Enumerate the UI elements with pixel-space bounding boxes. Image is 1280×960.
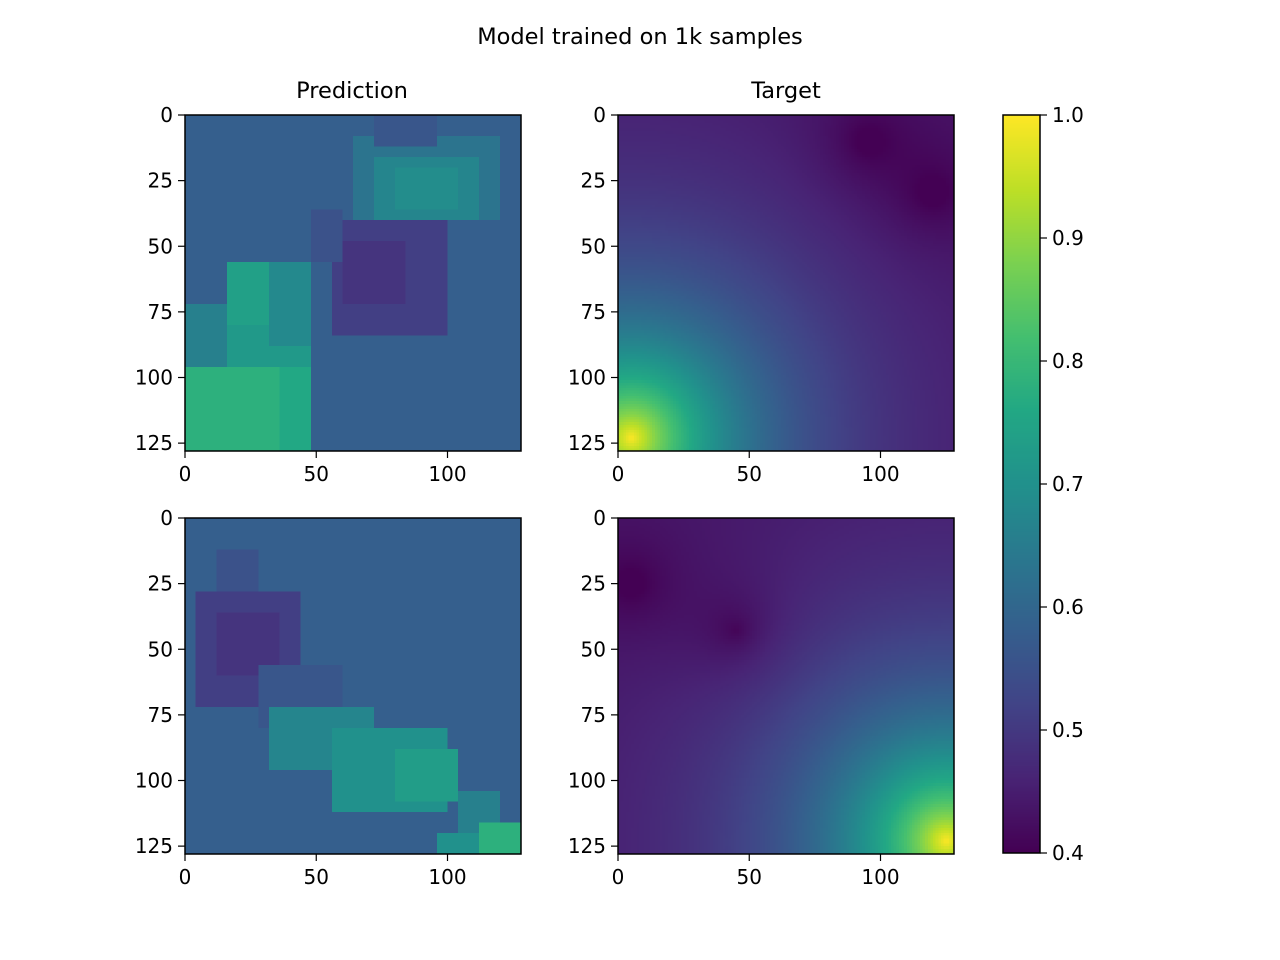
y-tick-label: 50 (581, 637, 606, 661)
y-tick-label: 25 (148, 169, 173, 193)
x-tick-label: 0 (179, 462, 192, 486)
y-tick-label: 0 (593, 103, 606, 127)
y-tick-label: 25 (581, 572, 606, 596)
x-tick-label: 0 (612, 865, 625, 889)
column-title-target: Target (750, 78, 821, 104)
x-tick-label: 50 (737, 462, 762, 486)
y-tick-label: 50 (148, 234, 173, 258)
x-tick-label: 50 (304, 865, 329, 889)
y-tick-label: 100 (568, 366, 606, 390)
axes-frame (617, 114, 955, 452)
y-tick-label: 100 (135, 366, 173, 390)
heatmap-panel-row-1-target: 0 50 100 0 25 50 75 100 125 (568, 103, 955, 486)
heatmap-image (618, 115, 954, 451)
heatmap-panel-row-2-target: 0 50 100 0 25 50 75 100 125 (568, 506, 955, 889)
y-tick-label: 50 (581, 234, 606, 258)
y-tick-label: 125 (135, 431, 173, 455)
y-tick-label: 100 (135, 769, 173, 793)
colorbar: 0.4 0.5 0.6 0.7 0.8 0.9 1.0 (1002, 103, 1084, 865)
y-tick-label: 50 (148, 637, 173, 661)
y-tick-label: 0 (593, 506, 606, 530)
x-tick-label: 100 (861, 462, 899, 486)
y-tick-label: 0 (160, 506, 173, 530)
x-tick-label: 0 (612, 462, 625, 486)
colorbar-tick-label: 0.5 (1052, 718, 1084, 742)
x-tick-label: 100 (428, 865, 466, 889)
colorbar-tick-label: 0.9 (1052, 226, 1084, 250)
y-tick-label: 75 (148, 300, 173, 324)
colorbar-gradient (1003, 115, 1040, 853)
x-tick-label: 50 (304, 462, 329, 486)
x-tick-label: 0 (179, 865, 192, 889)
colorbar-tick-label: 0.4 (1052, 841, 1084, 865)
y-tick-label: 125 (568, 834, 606, 858)
y-tick-label: 125 (568, 431, 606, 455)
axes-frame (617, 517, 955, 855)
y-tick-label: 25 (581, 169, 606, 193)
y-tick-label: 0 (160, 103, 173, 127)
x-tick-label: 100 (428, 462, 466, 486)
colorbar-tick-label: 0.6 (1052, 595, 1084, 619)
colorbar-tick-label: 0.7 (1052, 472, 1084, 496)
heatmap-panel-row-2-prediction: 0 50 100 0 25 50 75 100 125 (135, 506, 522, 889)
y-tick-label: 100 (568, 769, 606, 793)
axes-frame (184, 114, 522, 452)
axes-frame (184, 517, 522, 855)
figure-suptitle: Model trained on 1k samples (477, 24, 803, 50)
column-title-prediction: Prediction (296, 78, 408, 104)
heatmap-image (185, 518, 521, 854)
colorbar-tick-label: 1.0 (1052, 103, 1084, 127)
x-tick-label: 100 (861, 865, 899, 889)
colorbar-tick-label: 0.8 (1052, 349, 1084, 373)
x-tick-label: 50 (737, 865, 762, 889)
y-tick-label: 25 (148, 572, 173, 596)
y-tick-label: 75 (581, 300, 606, 324)
y-tick-label: 75 (148, 703, 173, 727)
y-tick-label: 125 (135, 834, 173, 858)
y-tick-label: 75 (581, 703, 606, 727)
heatmap-image (185, 115, 521, 451)
heatmap-panel-row-1-prediction: 0 50 100 0 25 50 75 100 125 (135, 103, 522, 486)
heatmap-image (618, 518, 954, 854)
